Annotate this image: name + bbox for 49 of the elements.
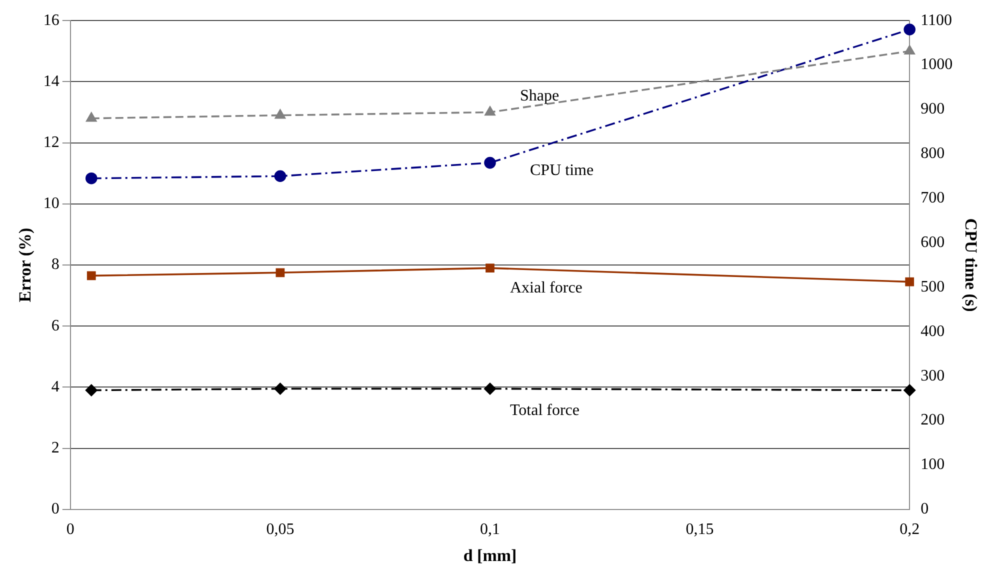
y-axis-title: Error (%)	[16, 228, 35, 302]
y2-tick-label: 200	[920, 412, 945, 429]
series-label: Axial force	[510, 279, 582, 296]
y-tick-label: 2	[51, 440, 60, 457]
y2-tick-label: 600	[920, 234, 945, 251]
point	[274, 109, 286, 119]
y-tick-label: 0	[51, 500, 60, 518]
point	[484, 106, 496, 116]
y-tick-label: 6	[51, 317, 60, 334]
point	[85, 172, 98, 184]
x-tick-label: 0,05	[266, 521, 294, 538]
y-tick-label: 8	[51, 256, 60, 274]
point	[484, 156, 496, 169]
x-tick-label: 0,15	[686, 521, 714, 538]
x-axis-title: d [mm]	[463, 546, 517, 566]
y-tick-label: 4	[51, 378, 60, 396]
series-label: Total force	[510, 402, 580, 419]
y2-tick-label: 400	[920, 322, 945, 340]
y2-tick-label: 1000	[920, 56, 953, 74]
point	[904, 24, 916, 36]
point	[905, 277, 914, 286]
point	[486, 264, 494, 272]
y2-tick-label: 1100	[920, 12, 952, 29]
y-tick-label: 14	[43, 72, 60, 90]
series-label: Shape	[520, 87, 560, 104]
x-tick-label: 0	[66, 521, 74, 538]
point	[85, 384, 98, 396]
y2-tick-label: 300	[920, 367, 945, 384]
y2-axis-title: CPU time (s)	[961, 218, 980, 312]
x-tick-label: 0,1	[480, 521, 500, 538]
y-tick-label: 10	[43, 195, 60, 212]
point	[274, 382, 286, 395]
point	[904, 45, 915, 55]
y2-tick-label: 0	[920, 500, 929, 518]
point	[86, 112, 97, 122]
x-tick-label: 0,2	[900, 521, 920, 538]
series-label: CPU time	[530, 162, 594, 179]
y2-tick-label: 900	[920, 100, 945, 118]
point	[274, 170, 286, 182]
point	[904, 384, 916, 396]
y2-tick-label: 800	[920, 145, 945, 162]
point	[276, 268, 285, 278]
y-tick-label: 16	[43, 12, 60, 29]
point	[484, 382, 496, 395]
y2-tick-label: 700	[920, 190, 945, 207]
point	[86, 271, 96, 280]
y2-tick-label: 500	[920, 278, 945, 296]
y2-tick-label: 100	[920, 456, 945, 474]
y-tick-label: 12	[43, 134, 60, 152]
